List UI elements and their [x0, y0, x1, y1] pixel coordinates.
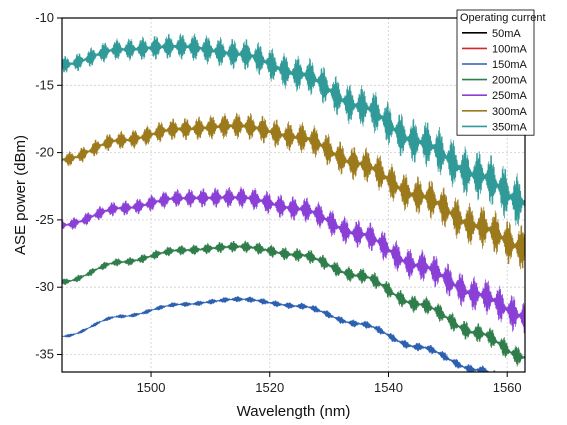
x-tick-label: 1520	[255, 380, 284, 395]
series-line-150mA	[62, 296, 497, 372]
series-line-200mA	[62, 240, 525, 367]
legend-label-350mA: 350mA	[492, 121, 528, 133]
y-tick-label: -15	[35, 77, 54, 92]
x-tick-label: 1540	[374, 380, 403, 395]
series-line-300mA	[62, 112, 525, 270]
y-tick-label: -30	[35, 279, 54, 294]
legend-label-100mA: 100mA	[492, 43, 528, 55]
legend-label-50mA: 50mA	[492, 28, 521, 40]
legend-box	[456, 9, 535, 136]
y-tick-label: -25	[35, 212, 54, 227]
series-layer	[62, 33, 525, 372]
ticks: 1500 1520 1540 1560 -10 -15 -20 -25 -30 -35	[35, 10, 521, 395]
y-tick-label: -35	[35, 347, 54, 362]
y-tick-label: -20	[35, 145, 54, 160]
legend: Operating current 50mA 100mA 150mA 200mA 250…	[456, 9, 546, 136]
y-tick-label: -10	[35, 10, 54, 25]
series-line-350mA	[62, 33, 525, 227]
plot-frame	[61, 17, 526, 373]
x-axis-label: Wavelength (nm)	[237, 403, 351, 420]
legend-label-250mA: 250mA	[492, 90, 528, 102]
legend-label-300mA: 300mA	[492, 106, 528, 118]
legend-items: 50mA 100mA 150mA 200mA 250mA 300mA 350mA	[462, 28, 528, 133]
x-tick-label: 1560	[493, 380, 522, 395]
x-tick-label: 1500	[137, 380, 166, 395]
legend-label-200mA: 200mA	[492, 75, 528, 87]
series-line-250mA	[62, 186, 525, 334]
legend-title: Operating current	[460, 12, 546, 24]
y-axis-label: ASE power (dBm)	[12, 135, 29, 255]
legend-label-150mA: 150mA	[492, 59, 528, 71]
